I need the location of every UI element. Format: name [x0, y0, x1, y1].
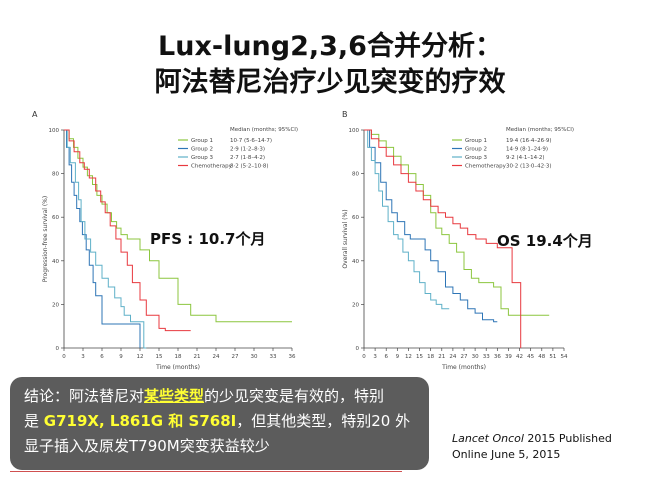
conclusion-highlight-some-types: 某些类型: [144, 387, 205, 405]
chart-0-x-tick-label: 0: [62, 354, 66, 360]
chart-1-x-tick-label: 33: [483, 354, 490, 360]
citation-line1: 2015 Published: [523, 432, 612, 445]
chart-0-x-tick-label: 3: [81, 354, 85, 360]
chart-0-x-tick-label: 36: [289, 354, 296, 360]
chart-1-x-tick-label: 3: [373, 354, 377, 360]
chart-0-y-tick-label: 40: [52, 259, 59, 265]
chart-1-x-tick-label: 12: [405, 354, 412, 360]
chart-0-x-tick-label: 30: [251, 354, 258, 360]
chart-1-panel-label: B: [342, 110, 348, 119]
chart-1-x-tick-label: 9: [396, 354, 400, 360]
conclusion-text-2: 的少见突变是有效的，特别: [204, 387, 385, 405]
chart-0-y-tick-label: 80: [52, 172, 59, 178]
chart-1-x-tick-label: 30: [472, 354, 479, 360]
chart-1-x-tick-label: 39: [505, 354, 512, 360]
chart-1-y-tick-label: 80: [352, 172, 359, 178]
chart-0-series-line-3: [64, 129, 191, 332]
conclusion-text-3: 是: [24, 412, 44, 430]
chart-1-y-tick-label: 0: [356, 346, 360, 352]
divider-line: [10, 471, 402, 472]
chart-0-x-tick-label: 24: [213, 354, 220, 360]
chart-0-x-tick-label: 12: [137, 354, 144, 360]
chart-1-y-tick-label: 20: [352, 302, 359, 308]
chart-0-legend-name-2: Group 3: [191, 155, 213, 161]
conclusion-text-4: ，但其他类型，特别20 外: [236, 412, 411, 430]
chart-0-panel-label: A: [32, 110, 38, 119]
chart-0-x-tick-label: 9: [119, 354, 123, 360]
chart-1-series-line-0: [364, 129, 550, 316]
chart-1-x-tick-label: 36: [494, 354, 501, 360]
chart-0-x-tick-label: 33: [270, 354, 277, 360]
chart-1-x-tick-label: 27: [461, 354, 468, 360]
citation-line2: Online June 5, 2015: [452, 448, 561, 461]
chart-1-legend-median-1: 14·9 (8·1–24·9): [506, 147, 548, 153]
chart-0-series-line-2: [64, 129, 147, 349]
chart-1-x-tick-label: 51: [549, 354, 556, 360]
chart-1-legend-name-1: Group 2: [465, 147, 487, 153]
chart-0-x-tick-label: 21: [194, 354, 201, 360]
chart-0-x-tick-label: 6: [100, 354, 104, 360]
chart-1-legend-median-0: 19·4 (16·4–26·9): [506, 138, 552, 144]
chart-1-series-line-1: [364, 129, 498, 323]
chart-0-legend-median-2: 2·7 (1·8–4·2): [230, 155, 265, 161]
chart-1-legend-name-0: Group 1: [465, 138, 487, 144]
chart-0-legend-name-0: Group 1: [191, 138, 213, 144]
chart-1-series-line-3: [364, 129, 522, 348]
chart-1-x-tick-label: 6: [384, 354, 388, 360]
chart-1-series-line-2: [364, 129, 450, 310]
chart-1-legend-name-2: Group 3: [465, 155, 487, 161]
chart-1-x-axis-title: Time (months): [441, 364, 486, 371]
chart-1-x-tick-label: 15: [416, 354, 423, 360]
conclusion-text-1: 结论：阿法替尼对: [24, 387, 145, 405]
chart-0-y-axis-title: Progression-free survival (%): [42, 196, 49, 282]
chart-1-legend-median-3: 30·2 (13·0–42·3): [506, 164, 552, 170]
pfs-callout: PFS : 10.7个月: [150, 230, 266, 248]
chart-0-x-axis-title: Time (months): [155, 364, 200, 371]
citation: Lancet Oncol 2015 Published Online June …: [452, 431, 612, 463]
chart-1-y-axis-title: Overall survival (%): [342, 209, 349, 268]
slide-title-line2: 阿法替尼治疗少见突变的疗效: [154, 67, 506, 98]
chart-1-x-tick-label: 18: [427, 354, 434, 360]
conclusion-text-5: 显子插入及原发T790M突变获益较少: [24, 437, 270, 455]
chart-0-legend-median-3: 8·2 (5·2–10·8): [230, 164, 269, 170]
chart-0-series-line-0: [64, 129, 292, 323]
chart-0-x-tick-label: 18: [175, 354, 182, 360]
chart-0-series-line-1: [64, 129, 141, 348]
chart-0-y-tick-label: 20: [52, 302, 59, 308]
chart-1-x-tick-label: 48: [538, 354, 545, 360]
slide-title-line1: Lux-lung2,3,6合并分析：: [158, 31, 502, 62]
os-callout: OS 19.4个月: [497, 232, 593, 250]
chart-0-legend-name-3: Chemotherapy: [191, 164, 233, 170]
chart-1-legend-median-2: 9·2 (4·1–14·2): [506, 155, 545, 161]
chart-1-legend-header: Median (months; 95%CI): [506, 127, 574, 133]
chart-0-x-tick-label: 15: [156, 354, 163, 360]
chart-1-x-tick-label: 24: [449, 354, 456, 360]
chart-1-y-tick-label: 40: [352, 259, 359, 265]
chart-0-legend-median-0: 10·7 (5·6–14·7): [230, 138, 272, 144]
chart-1-x-tick-label: 0: [362, 354, 366, 360]
conclusion-highlight-mutations: G719X, L861G 和 S768I: [43, 412, 237, 430]
chart-0-y-tick-label: 60: [52, 215, 59, 221]
chart-1-x-tick-label: 42: [516, 354, 523, 360]
chart-1-y-tick-label: 60: [352, 215, 359, 221]
chart-1-legend-name-3: Chemotherapy: [465, 164, 507, 170]
chart-1-x-tick-label: 54: [561, 354, 568, 360]
chart-1-y-tick-label: 100: [349, 128, 360, 134]
chart-1-x-tick-label: 45: [527, 354, 534, 360]
chart-0-legend-median-1: 2·9 (1·2–8·3): [230, 147, 265, 153]
conclusion-box: 结论：阿法替尼对某些类型的少见突变是有效的，特别 是 G719X, L861G …: [10, 377, 429, 470]
citation-journal: Lancet Oncol: [452, 432, 524, 445]
chart-0-y-tick-label: 100: [49, 128, 60, 134]
chart-0-x-tick-label: 27: [232, 354, 239, 360]
chart-0-legend-header: Median (months; 95%CI): [230, 127, 298, 133]
chart-0-y-tick-label: 0: [56, 346, 60, 352]
chart-1-x-tick-label: 21: [438, 354, 445, 360]
chart-0-legend-name-1: Group 2: [191, 147, 213, 153]
